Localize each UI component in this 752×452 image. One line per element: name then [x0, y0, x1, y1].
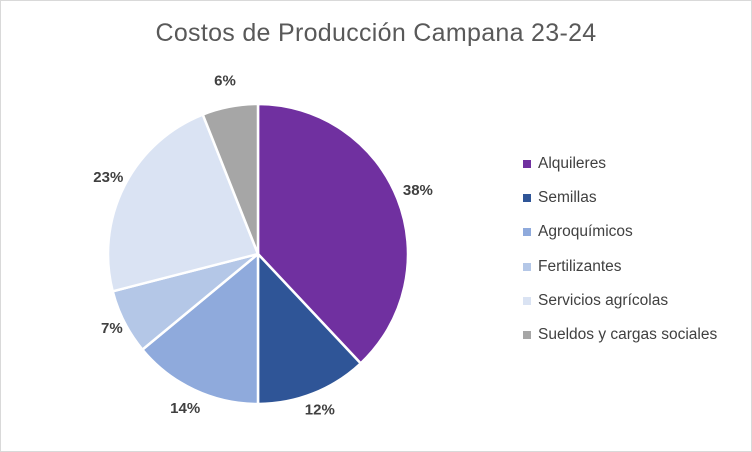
- pie-slice-agroquimicos: [140, 251, 260, 406]
- pie-slice-alquileres: [256, 102, 410, 366]
- pie-slice-semillas: [256, 250, 363, 406]
- legend-label: Agroquímicos: [538, 223, 633, 241]
- data-label-servicios-agricolas: 23%: [93, 169, 123, 186]
- legend: Alquileres Semillas Agroquímicos Fertilizan…: [523, 152, 717, 358]
- legend-swatch: [523, 228, 531, 237]
- legend-item-agroquimicos: Agroquímicos: [523, 221, 717, 244]
- pie-slice-servicios-agricolas: [106, 112, 260, 293]
- legend-item-servicios-agricolas: Servicios agrícolas: [523, 290, 717, 313]
- legend-swatch: [523, 262, 531, 271]
- legend-item-fertilizantes: Fertilizantes: [523, 255, 717, 278]
- data-label-alquileres: 38%: [403, 182, 433, 199]
- legend-label: Fertilizantes: [538, 257, 622, 275]
- legend-label: Sueldos y cargas sociales: [538, 326, 718, 344]
- legend-label: Semillas: [538, 188, 597, 206]
- legend-swatch: [523, 331, 531, 340]
- legend-swatch: [523, 159, 531, 168]
- data-label-fertilizantes: 7%: [101, 320, 123, 337]
- data-label-semillas: 12%: [305, 402, 335, 419]
- legend-item-semillas: Semillas: [523, 186, 717, 209]
- data-label-agroquimicos: 14%: [170, 400, 200, 417]
- legend-label: Alquileres: [538, 154, 607, 172]
- pie-slice-sueldos-y-cargas-sociales: [201, 102, 260, 255]
- legend-label: Servicios agrícolas: [538, 292, 669, 310]
- legend-item-alquileres: Alquileres: [523, 152, 717, 175]
- legend-item-sueldos-y-cargas-sociales: Sueldos y cargas sociales: [523, 324, 717, 347]
- legend-swatch: [523, 297, 531, 306]
- legend-swatch: [523, 193, 531, 202]
- chart-title: Costos de Producción Campana 23-24: [155, 19, 597, 47]
- data-label-sueldos-y-cargas-sociales: 6%: [214, 73, 236, 90]
